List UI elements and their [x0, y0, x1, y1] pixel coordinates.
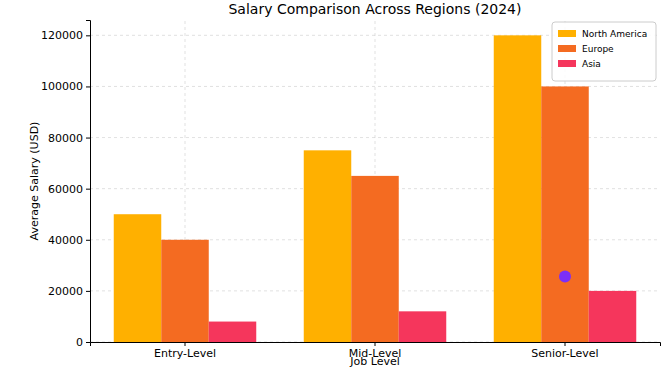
- grid: [90, 20, 660, 342]
- bar: [399, 311, 447, 342]
- chart-title: Salary Comparison Across Regions (2024): [228, 1, 521, 17]
- bar: [209, 322, 257, 342]
- bar: [494, 35, 542, 342]
- y-tick-label: 20000: [48, 285, 83, 298]
- x-axis-line: [91, 343, 661, 347]
- x-tick-label: Senior-Level: [531, 347, 598, 360]
- x-tick-mark: [565, 342, 566, 346]
- y-tick: 40000: [48, 234, 90, 247]
- bar-series: [209, 291, 637, 342]
- bar-series: [114, 35, 542, 342]
- chart-svg: 0 20000 40000 60000 80000 100000 120000 Entry-L…: [0, 0, 666, 368]
- legend-swatch: [558, 30, 576, 37]
- y-tick-label: 120000: [41, 29, 83, 42]
- bar: [161, 240, 209, 342]
- x-axis-title: Job Level: [349, 355, 400, 368]
- x-tick: Senior-Level: [531, 342, 598, 360]
- y-tick-mark: [86, 86, 90, 87]
- legend: North America Europe Asia: [552, 22, 656, 81]
- y-tick-label: 60000: [48, 183, 83, 196]
- y-tick: 80000: [48, 132, 90, 145]
- y-axis-line: [86, 21, 91, 343]
- y-tick: 100000: [41, 80, 90, 93]
- x-tick-mark: [375, 342, 376, 346]
- legend-swatch: [558, 45, 576, 52]
- x-tick-label: Entry-Level: [154, 347, 216, 360]
- y-tick-mark: [86, 342, 90, 343]
- y-tick-mark: [86, 138, 90, 139]
- legend-box: [552, 22, 656, 81]
- y-axis-title: Average Salary (USD): [28, 122, 41, 241]
- y-tick: 0: [76, 336, 90, 349]
- bar: [304, 150, 352, 342]
- y-tick: 60000: [48, 183, 90, 196]
- y-axis: 0 20000 40000 60000 80000 100000 120000: [41, 21, 91, 350]
- legend-swatch: [558, 60, 576, 67]
- y-tick-mark: [86, 35, 90, 36]
- legend-label: Asia: [582, 59, 601, 69]
- x-tick-mark: [185, 342, 186, 346]
- y-tick-mark: [86, 240, 90, 241]
- y-tick-mark: [86, 189, 90, 190]
- y-tick-label: 40000: [48, 234, 83, 247]
- y-tick-label: 0: [76, 336, 83, 349]
- y-tick-label: 100000: [41, 80, 83, 93]
- bar-series: [161, 86, 589, 342]
- y-tick: 20000: [48, 285, 90, 298]
- bar: [541, 86, 589, 342]
- bar: [114, 214, 162, 342]
- highlight-point: [559, 271, 571, 283]
- bar: [589, 291, 637, 342]
- x-tick: Entry-Level: [154, 342, 216, 360]
- legend-label: North America: [582, 29, 647, 39]
- y-tick-label: 80000: [48, 132, 83, 145]
- y-tick: 120000: [41, 29, 90, 42]
- bar: [351, 176, 399, 342]
- legend-label: Europe: [582, 44, 614, 54]
- y-tick-mark: [86, 291, 90, 292]
